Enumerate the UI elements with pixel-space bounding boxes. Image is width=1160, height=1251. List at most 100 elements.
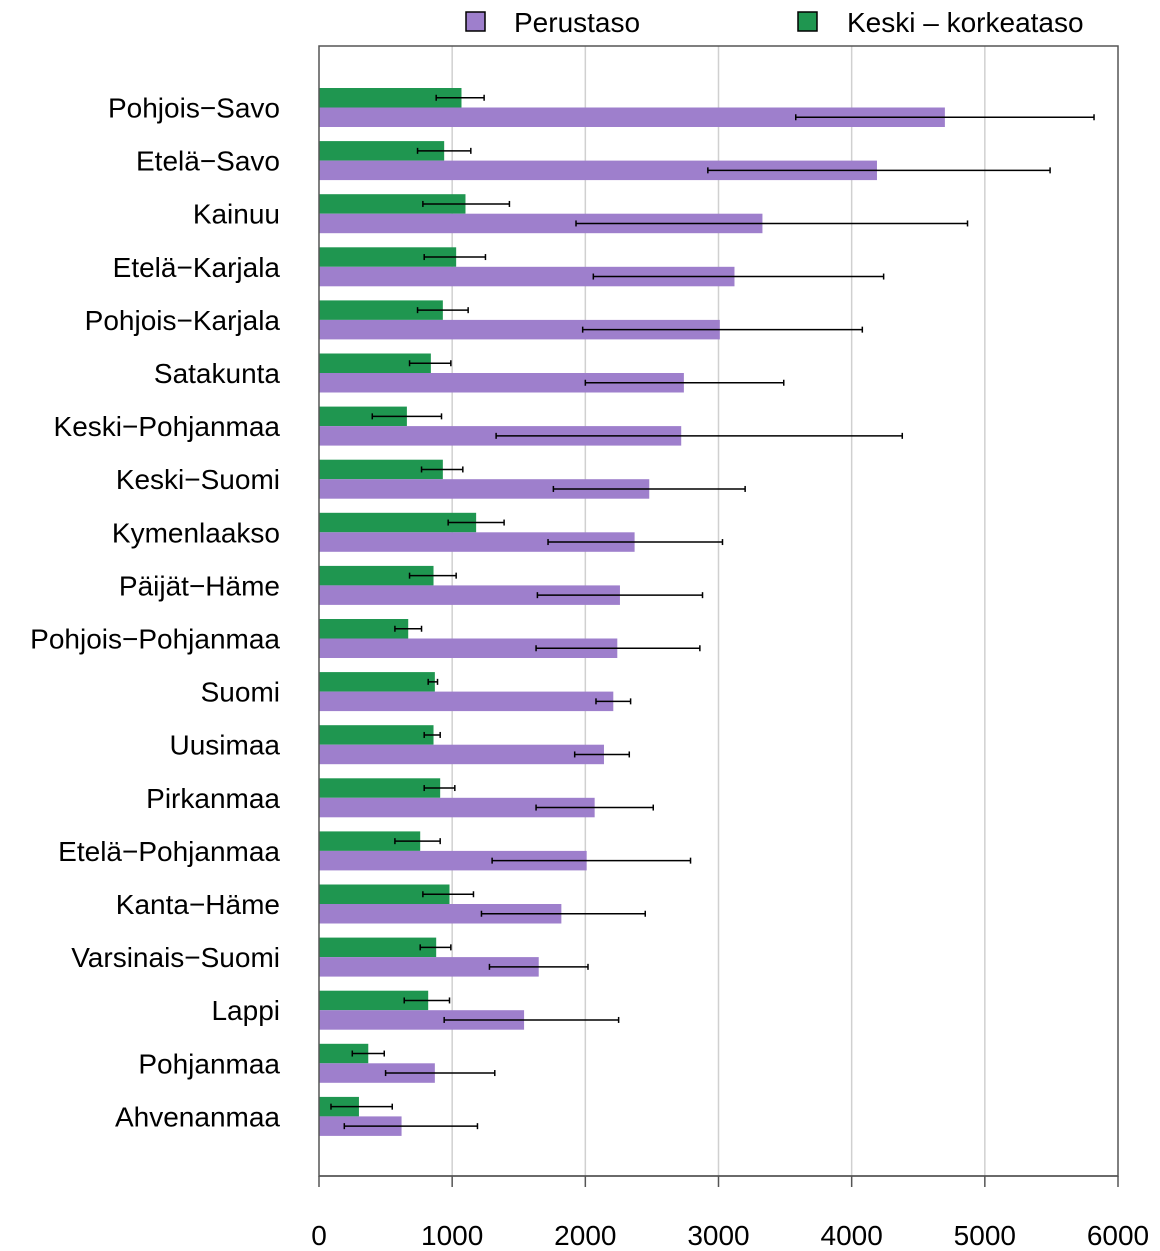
error-bar-keski-korkeataso (423, 785, 456, 792)
error-bar-keski-korkeataso (420, 466, 464, 473)
error-bar-keski-korkeataso (394, 625, 423, 632)
error-bar-perustaso (573, 751, 631, 758)
error-bar-keski-korkeataso (435, 94, 485, 101)
error-bar-keski-korkeataso (408, 572, 457, 579)
bar-keski-korkeataso (319, 990, 429, 1011)
error-bar-perustaso (547, 539, 724, 546)
bar-keski-korkeataso (319, 1043, 369, 1064)
error-bar-perustaso (535, 645, 701, 652)
category-labels: Pohjois−Savo Etelä−Savo Kainuu Etelä−Karjal… (30, 93, 280, 1133)
bar-keski-korkeataso (319, 937, 437, 958)
error-bar-keski-korkeataso (330, 1103, 393, 1110)
category-label: Ahvenanmaa (115, 1101, 280, 1132)
category-label: Pohjois−Pohjanmaa (30, 624, 280, 655)
bar-keski-korkeataso (319, 300, 443, 320)
error-bar-perustaso (581, 326, 864, 333)
bar-perustaso (319, 744, 604, 765)
legend-label: Perustaso (514, 7, 640, 38)
bar-keski-korkeataso (319, 565, 434, 586)
bar-keski-korkeataso (319, 512, 477, 533)
category-label: Suomi (201, 677, 280, 708)
category-label: Päijät−Häme (119, 570, 280, 601)
legend-swatch (797, 11, 818, 32)
bar-keski-korkeataso (319, 406, 407, 427)
error-bar-keski-korkeataso (419, 944, 452, 951)
category-label: Pohjanmaa (138, 1048, 280, 1079)
bar-perustaso (319, 213, 763, 234)
bar-perustaso (319, 691, 614, 712)
error-bar-keski-korkeataso (371, 413, 443, 420)
bar-perustaso (319, 160, 877, 181)
bars-group (319, 88, 945, 1136)
category-label: Lappi (211, 995, 280, 1026)
error-bar-keski-korkeataso (416, 307, 469, 314)
error-bar-perustaso (575, 220, 969, 227)
bar-perustaso (319, 1010, 525, 1030)
bar-perustaso (319, 1063, 435, 1083)
bar-keski-korkeataso (319, 725, 434, 745)
error-bar-keski-korkeataso (423, 254, 487, 261)
error-bar-keski-korkeataso (351, 1050, 386, 1057)
bar-perustaso (319, 850, 587, 871)
bar-perustaso (319, 479, 650, 499)
bar-perustaso (319, 904, 562, 924)
x-tick-label: 0 (311, 1220, 327, 1251)
x-axis: 0 1000 2000 3000 4000 5000 6000 (311, 1175, 1149, 1251)
x-tick-label: 2000 (554, 1220, 616, 1251)
bar-keski-korkeataso (319, 831, 421, 851)
x-tick-label: 5000 (954, 1220, 1016, 1251)
category-label: Pohjois−Karjala (85, 305, 281, 336)
error-bar-keski-korkeataso (423, 731, 441, 738)
x-tick-label: 3000 (687, 1220, 749, 1251)
error-bar-perustaso (707, 167, 1051, 174)
error-bar-perustaso (343, 1123, 479, 1130)
error-bar-keski-korkeataso (422, 200, 511, 207)
grid-lines (451, 46, 986, 1176)
bar-keski-korkeataso (319, 884, 450, 904)
category-label: Kainuu (193, 199, 280, 230)
error-bar-keski-korkeataso (394, 838, 441, 845)
error-bar-perustaso (595, 698, 632, 705)
bar-keski-korkeataso (319, 247, 457, 267)
bar-keski-korkeataso (319, 459, 443, 480)
category-label: Etelä−Pohjanmaa (58, 836, 280, 867)
error-bar-perustaso (384, 1070, 496, 1077)
error-bar-perustaso (443, 1016, 620, 1023)
error-bar-perustaso (495, 432, 904, 439)
bar-perustaso (319, 319, 720, 340)
bar-keski-korkeataso (319, 353, 431, 373)
category-label: Etelä−Karjala (113, 252, 281, 283)
error-bar-perustaso (480, 910, 647, 917)
category-label: Keski−Suomi (116, 464, 280, 495)
error-bar-keski-korkeataso (416, 147, 472, 154)
error-bar-keski-korkeataso (403, 997, 451, 1004)
category-label: Etelä−Savo (136, 146, 280, 177)
category-label: Pohjois−Savo (108, 93, 280, 124)
bar-perustaso (319, 373, 684, 393)
bar-keski-korkeataso (319, 672, 435, 692)
error-bar-perustaso (794, 114, 1095, 121)
error-bar-keski-korkeataso (408, 360, 452, 367)
legend-item-perustaso: Perustaso (465, 7, 640, 38)
error-bar-perustaso (488, 963, 589, 970)
error-bar-perustaso (584, 379, 785, 386)
bar-keski-korkeataso (319, 88, 462, 108)
error-bar-perustaso (535, 804, 654, 811)
bar-keski-korkeataso (319, 619, 409, 639)
x-tick-label: 1000 (421, 1220, 483, 1251)
bar-perustaso (319, 266, 735, 287)
legend-item-keski-korkeataso: Keski – korkeataso (797, 7, 1084, 38)
category-label: Satakunta (154, 358, 281, 389)
error-bar-keski-korkeataso (427, 678, 439, 685)
legend: Perustaso Keski – korkeataso (465, 7, 1084, 38)
category-label: Kymenlaakso (112, 517, 280, 548)
legend-swatch (465, 11, 486, 32)
legend-label: Keski – korkeataso (847, 7, 1084, 38)
category-label: Uusimaa (170, 730, 281, 761)
bar-keski-korkeataso (319, 194, 466, 214)
error-bar-perustaso (491, 857, 692, 864)
bar-perustaso (319, 957, 539, 977)
bar-keski-korkeataso (319, 141, 445, 161)
bar-keski-korkeataso (319, 778, 441, 798)
